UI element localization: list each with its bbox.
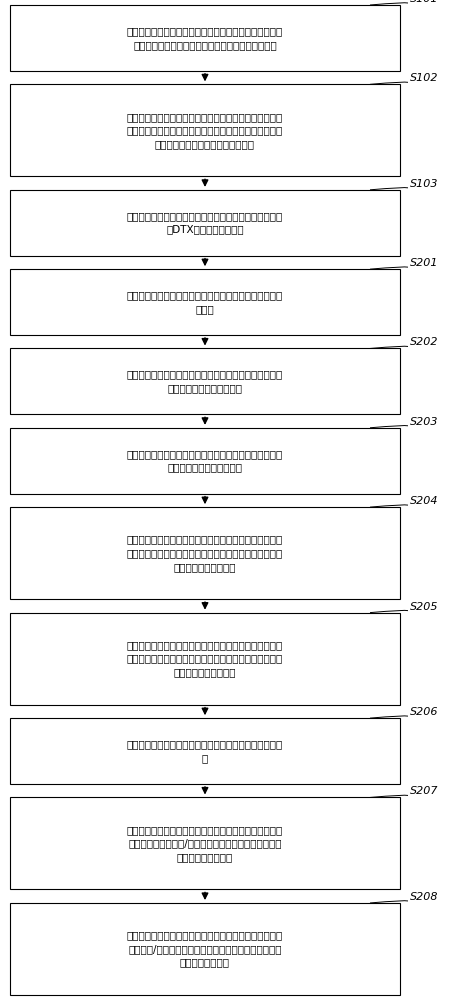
- Text: 用所述目标信噪比门限调整步进值调整所述目标信噪比门
限值，和/或用所述目标相对功率调整步进值调整所述目
标相对功率门限值: 用所述目标信噪比门限调整步进值调整所述目标信噪比门 限值，和/或用所述目标相对功…: [127, 930, 282, 968]
- Bar: [10, 797, 399, 889]
- Text: S206: S206: [409, 707, 437, 717]
- Text: S208: S208: [409, 892, 437, 902]
- Text: S102: S102: [409, 73, 437, 83]
- Bar: [10, 903, 399, 995]
- Text: 根据大功率终端集中各终端的信号功率值确定第一平均功
率值，所述第一平均功率值为大功率终端集中各终端的信
号功率值的算术平均值: 根据大功率终端集中各终端的信号功率值确定第一平均功 率值，所述第一平均功率值为大…: [127, 535, 282, 572]
- Bar: [10, 613, 399, 705]
- Text: S202: S202: [409, 337, 437, 347]
- Text: 求取所述第一平均功率值与所述第二平均功率值的当前比
值: 求取所述第一平均功率值与所述第二平均功率值的当前比 值: [127, 739, 282, 763]
- Text: S203: S203: [409, 417, 437, 427]
- Text: 根据所述当前比值确定所述目标信噪比门限值的目标信噪
比门限调整步进值和/或所述目标相对功率门限值的目标
相对功率调整步进值: 根据所述当前比值确定所述目标信噪比门限值的目标信噪 比门限调整步进值和/或所述目…: [127, 825, 282, 862]
- Text: S201: S201: [409, 258, 437, 268]
- Bar: [10, 84, 399, 176]
- Bar: [10, 190, 399, 256]
- Bar: [10, 5, 399, 71]
- Text: 根据小功率终端集中各终端的信号功率值确定第二平均功
率值，所述第二平均功率值为小功率终端集中各终端的信
号功率值的算术平均值: 根据小功率终端集中各终端的信号功率值确定第二平均功 率值，所述第二平均功率值为小…: [127, 640, 282, 677]
- Bar: [10, 269, 399, 335]
- Text: 获取所述目标物理资源上的各个终端的信号功率值和相对
功率值: 获取所述目标物理资源上的各个终端的信号功率值和相对 功率值: [127, 290, 282, 314]
- Text: S101: S101: [409, 0, 437, 4]
- Text: 将所述目标信噪比门限值和所述目标相对功率门限值确定
为DTX检测的判决门限值: 将所述目标信噪比门限值和所述目标相对功率门限值确定 为DTX检测的判决门限值: [127, 211, 282, 235]
- Text: 将相对功率值大于预设的大功率门限值的终端判别为大功
率终端，获得大功率终端集: 将相对功率值大于预设的大功率门限值的终端判别为大功 率终端，获得大功率终端集: [127, 370, 282, 393]
- Text: 根据预先建立的终端数范围与信噪比门限值、相对功率门
限值的对应关系，确定与所述目标终端数范围对应的目标
信噪比门限值和目标相对功率门限值: 根据预先建立的终端数范围与信噪比门限值、相对功率门 限值的对应关系，确定与所述目…: [127, 112, 282, 149]
- Text: S103: S103: [409, 179, 437, 189]
- Bar: [10, 718, 399, 784]
- Bar: [10, 428, 399, 494]
- Bar: [10, 348, 399, 414]
- Bar: [10, 507, 399, 599]
- Text: 根据目标物理资源上的当前终端数以及预先划分的多个终
端数范围确定所述当前终端数所在的目标终端数范围: 根据目标物理资源上的当前终端数以及预先划分的多个终 端数范围确定所述当前终端数所…: [127, 26, 282, 50]
- Text: 将相对功率值不大于所述大功率门限值的终端判别为小功
率终端，获得小功率终端集: 将相对功率值不大于所述大功率门限值的终端判别为小功 率终端，获得小功率终端集: [127, 449, 282, 473]
- Text: S207: S207: [409, 786, 437, 796]
- Text: S205: S205: [409, 602, 437, 612]
- Text: S204: S204: [409, 496, 437, 506]
